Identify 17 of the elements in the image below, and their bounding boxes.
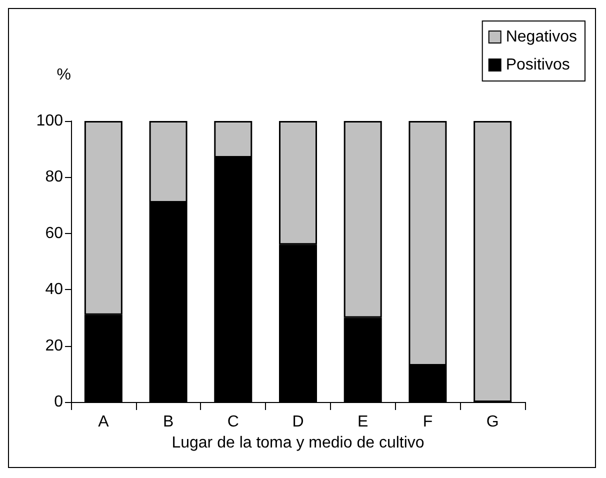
x-tick-label: B	[162, 414, 174, 430]
y-tick-label: 20	[45, 337, 64, 354]
x-tick-label: D	[292, 414, 304, 430]
y-tick-label: 80	[45, 168, 64, 186]
x-tick-label: F	[422, 414, 433, 430]
y-tick-label: 100	[36, 112, 64, 130]
x-tick-label: G	[486, 414, 499, 430]
x-tick-label: E	[358, 414, 368, 430]
x-tick-label: A	[98, 414, 110, 430]
legend-label: Positivos	[506, 56, 570, 74]
legend-label: Negativos	[506, 28, 578, 46]
y-tick-label: 0	[54, 394, 64, 410]
y-tick-label: 40	[45, 281, 64, 298]
x-tick-label: C	[227, 414, 239, 430]
y-axis-title: %	[56, 66, 71, 84]
y-tick-label: 60	[45, 224, 64, 242]
x-axis-title: Lugar de la toma y medio de cultivo	[172, 434, 424, 452]
